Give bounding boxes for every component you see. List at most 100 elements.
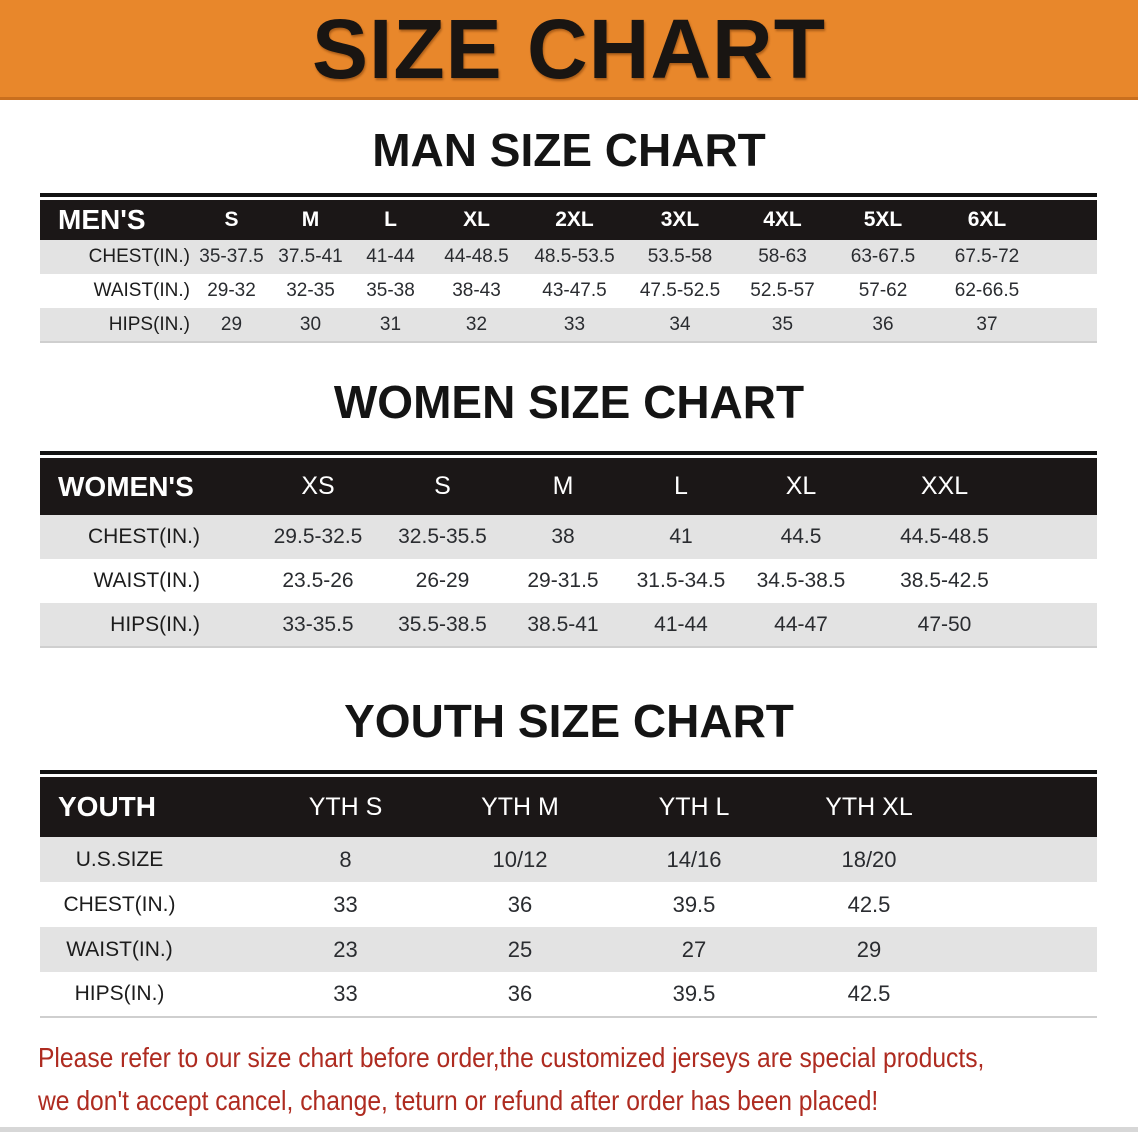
youth-corner-label: YOUTH [58,791,156,822]
table-cell: 41-44 [622,603,740,647]
women-size-header: S [434,472,451,500]
table-cell: 44-48.5 [431,240,522,274]
table-cell: 42.5 [781,972,957,1017]
table-cell: 38-43 [431,274,522,308]
table-cell: 29-32 [192,274,271,308]
row-label: CHEST(IN.) [40,240,192,274]
table-cell: 32-35 [271,274,350,308]
table-top-rule [40,193,1097,197]
men-size-header: M [301,208,320,231]
table-cell: 35 [733,308,832,342]
men-waist-row: WAIST(IN.) 29-32 32-35 35-38 38-43 43-47… [40,274,1097,308]
men-size-header: L [384,208,397,231]
youth-chest-row: CHEST(IN.) 33 36 39.5 42.5 [40,882,1097,927]
table-cell: 29.5-32.5 [255,515,381,559]
youth-hips-row: HIPS(IN.) 33 36 39.5 42.5 [40,972,1097,1017]
youth-size-header: YTH M [481,792,559,821]
men-chest-row: CHEST(IN.) 35-37.5 37.5-41 41-44 44-48.5… [40,240,1097,274]
women-size-header: XS [301,472,335,500]
row-label: HIPS(IN.) [40,308,192,342]
men-header-row: MEN'S S M L XL 2XL 3XL 4XL 5XL 6XL [40,200,1097,240]
table-cell: 18/20 [781,837,957,882]
table-cell: 58-63 [733,240,832,274]
youth-waist-row: WAIST(IN.) 23 25 27 29 [40,927,1097,972]
table-cell: 63-67.5 [832,240,934,274]
row-label: U.S.SIZE [40,837,258,882]
table-cell: 29 [781,927,957,972]
filler-cell [1027,515,1097,559]
table-cell: 37.5-41 [271,240,350,274]
bottom-divider [0,1127,1138,1132]
youth-size-header: YTH S [308,792,383,821]
men-size-header: S [224,208,239,231]
table-cell: 44.5 [740,515,862,559]
table-cell: 48.5-53.5 [522,240,627,274]
men-corner-label: MEN'S [58,204,146,235]
youth-size-header: YTH XL [825,792,913,821]
table-cell: 52.5-57 [733,274,832,308]
table-cell: 35-38 [350,274,431,308]
table-cell: 38.5-41 [504,603,622,647]
row-label: WAIST(IN.) [40,274,192,308]
table-top-rule [40,451,1097,455]
disclaimer-line-1: Please refer to our size chart before or… [38,1042,985,1073]
table-cell: 43-47.5 [522,274,627,308]
row-label: CHEST(IN.) [40,515,255,559]
table-cell: 8 [258,837,433,882]
table-cell: 41-44 [350,240,431,274]
youth-size-header: YTH L [658,792,730,821]
filler-cell [957,972,1097,1017]
table-cell: 47-50 [862,603,1027,647]
banner-title: SIZE CHART [312,1,826,96]
header-filler [957,777,1097,837]
table-cell: 38.5-42.5 [862,559,1027,603]
table-cell: 47.5-52.5 [627,274,733,308]
men-size-table: MEN'S S M L XL 2XL 3XL 4XL 5XL 6XL CHEST… [40,193,1097,343]
row-label: CHEST(IN.) [40,882,258,927]
women-chest-row: CHEST(IN.) 29.5-32.5 32.5-35.5 38 41 44.… [40,515,1097,559]
women-corner-label: WOMEN'S [58,470,194,502]
table-cell: 33 [258,972,433,1017]
table-cell: 33-35.5 [255,603,381,647]
table-cell: 53.5-58 [627,240,733,274]
table-cell: 26-29 [381,559,504,603]
women-size-chart-heading: WOMEN SIZE CHART [333,376,805,428]
youth-header-row: YOUTH YTH S YTH M YTH L YTH XL [40,777,1097,837]
table-cell: 35.5-38.5 [381,603,504,647]
women-size-header: L [674,472,688,500]
women-size-header: XL [785,472,817,500]
filler-cell [1040,274,1097,308]
table-cell: 14/16 [607,837,781,882]
men-hips-row: HIPS(IN.) 29 30 31 32 33 34 35 36 37 [40,308,1097,342]
table-cell: 32 [431,308,522,342]
table-cell: 10/12 [433,837,607,882]
men-size-header: 4XL [763,208,802,231]
youth-size-table: YOUTH YTH S YTH M YTH L YTH XL U.S.SIZE … [40,770,1097,1018]
man-size-chart-heading: MAN SIZE CHART [372,124,766,176]
table-cell: 44-47 [740,603,862,647]
table-cell: 67.5-72 [934,240,1040,274]
table-cell: 62-66.5 [934,274,1040,308]
table-cell: 29 [192,308,271,342]
men-size-header: XL [463,208,490,231]
table-cell: 23 [258,927,433,972]
size-chart-banner: SIZE CHART [0,0,1138,100]
table-cell: 33 [258,882,433,927]
table-top-rule [40,770,1097,774]
filler-cell [957,837,1097,882]
table-cell: 57-62 [832,274,934,308]
table-top-gap [40,197,1097,200]
men-size-header: 2XL [555,208,594,231]
men-size-header: 3XL [660,208,700,231]
women-size-table: WOMEN'S XS S M L XL XXL CHEST(IN.) 29.5-… [40,451,1097,648]
filler-cell [1027,603,1097,647]
table-cell: 36 [433,972,607,1017]
table-cell: 37 [934,308,1040,342]
men-size-header: 5XL [863,208,903,231]
women-waist-row: WAIST(IN.) 23.5-26 26-29 29-31.5 31.5-34… [40,559,1097,603]
filler-cell [957,927,1097,972]
men-size-header: 6XL [967,208,1007,231]
header-filler [1040,200,1097,240]
filler-cell [1040,308,1097,342]
table-cell: 42.5 [781,882,957,927]
